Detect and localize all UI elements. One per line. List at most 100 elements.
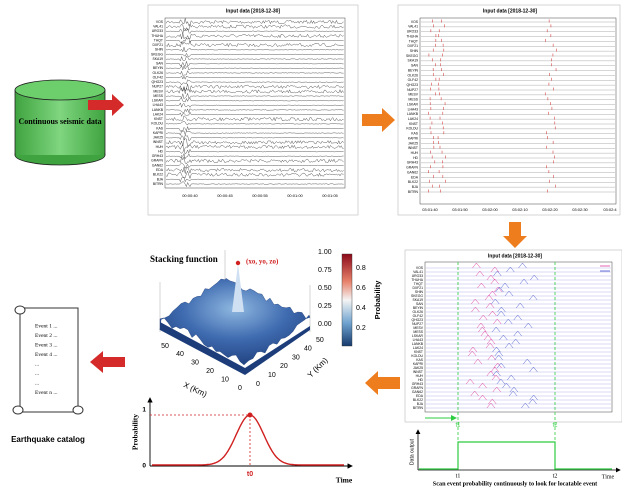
waveform: [165, 65, 344, 71]
peak: [468, 346, 478, 353]
catalog-label: Earthquake catalog: [11, 435, 85, 444]
peak: [492, 346, 501, 353]
peak: [488, 398, 497, 405]
station-label: URO33: [152, 29, 163, 33]
station-label: JAK25: [408, 141, 418, 145]
x-tick-label: 0: [238, 385, 242, 392]
waveform: [165, 177, 344, 183]
station-label: HD: [418, 378, 423, 382]
stacking-title: Stacking function: [150, 254, 218, 264]
peak: [491, 374, 501, 381]
station-label: THQT: [409, 39, 418, 43]
peak: [478, 326, 487, 333]
peak: [513, 330, 522, 337]
station-label: LSKAR: [407, 102, 419, 106]
station-label: QHG23: [152, 80, 164, 84]
station-label: HD: [158, 149, 163, 153]
peak: [488, 290, 497, 297]
station-label: URO33: [412, 274, 423, 278]
station-label: LAK24: [408, 117, 418, 121]
waveform: [165, 97, 344, 103]
station-label: MESV: [408, 93, 418, 97]
surface: [159, 278, 311, 366]
peak: [478, 394, 487, 401]
peak: [487, 354, 496, 361]
station-label: SAN: [156, 62, 164, 66]
output-step: [419, 441, 612, 470]
station-label: GRAFN: [151, 159, 163, 163]
peak: [472, 262, 481, 269]
peak: [493, 362, 502, 369]
peak-point: [235, 260, 241, 266]
scroll: [12, 305, 84, 415]
peak: [485, 342, 495, 349]
x-tick-label: 03:02:10: [512, 207, 528, 212]
peak: [468, 350, 477, 357]
x-tick-label: 10: [221, 376, 229, 383]
station-label: SKEGG: [151, 52, 163, 56]
station-label: LAK24: [413, 346, 423, 350]
waveform: [165, 70, 344, 76]
station-label: DXF21: [407, 44, 418, 48]
y-tick-label: 0: [142, 463, 146, 470]
waveform: [165, 148, 344, 155]
station-label: SHIN: [415, 290, 424, 294]
station-label: OLK26: [407, 73, 418, 77]
peak: [502, 382, 511, 389]
station-label: GAN62: [407, 170, 418, 174]
event-entry: Event 3 ...: [35, 342, 58, 348]
peak: [483, 334, 493, 341]
station-label: QHG23: [412, 318, 424, 322]
peak: [511, 338, 520, 345]
station-label: BLK22: [413, 398, 423, 402]
peak: [495, 286, 504, 293]
x-tick-label: 00:00:40: [182, 193, 198, 198]
waveform: [165, 33, 344, 40]
station-label: THUHA: [406, 34, 418, 38]
waveform: [165, 92, 344, 100]
y-tick-label: 20: [280, 363, 288, 370]
peak: [530, 274, 539, 281]
peak: [500, 282, 510, 289]
station-label: DXF21: [152, 43, 163, 47]
station-label: LHA43: [408, 107, 418, 111]
event-entry: Event n ...: [35, 390, 58, 396]
event-entry: ...: [35, 371, 40, 377]
peak: [513, 314, 522, 321]
station-label: OLK26: [152, 71, 163, 75]
peak: [473, 358, 483, 365]
station-label: INNST: [408, 146, 418, 150]
peak-label: t0: [247, 471, 253, 478]
station-label: OLF42: [153, 75, 163, 79]
station-label: HUH: [416, 374, 424, 378]
station-label: SAN: [416, 302, 424, 306]
x-tick-label: 00:01:00: [287, 193, 303, 198]
peak: [493, 318, 502, 325]
z-tick-label: 0.00: [318, 321, 332, 328]
event-entry: ...: [35, 361, 40, 367]
plot-area: [424, 261, 613, 413]
station-label: OLF42: [408, 78, 418, 82]
station-label: GRH43: [412, 382, 423, 386]
station-label: SKEGG: [406, 54, 418, 58]
waveform: [165, 28, 344, 35]
arrow: [503, 222, 527, 248]
peak: [493, 270, 502, 277]
station-label: BEYIN: [408, 68, 419, 72]
station-label: SAN: [411, 64, 419, 68]
panel: [397, 4, 621, 216]
arrow: [90, 351, 125, 373]
axis-label: Time: [336, 476, 353, 485]
peak: [491, 298, 500, 305]
peak: [490, 278, 499, 285]
station-label: KOLDU: [411, 354, 423, 358]
station-label: HUH: [411, 151, 419, 155]
peak: [499, 334, 508, 341]
station-label: NUP27: [152, 85, 163, 89]
time-label: t2: [553, 473, 558, 479]
panel-title: Input data [2018-12-30]: [226, 8, 281, 14]
time-label: t1: [455, 423, 461, 429]
peak: [479, 314, 488, 321]
station-label: BJA: [412, 185, 419, 189]
peak: [488, 310, 497, 317]
